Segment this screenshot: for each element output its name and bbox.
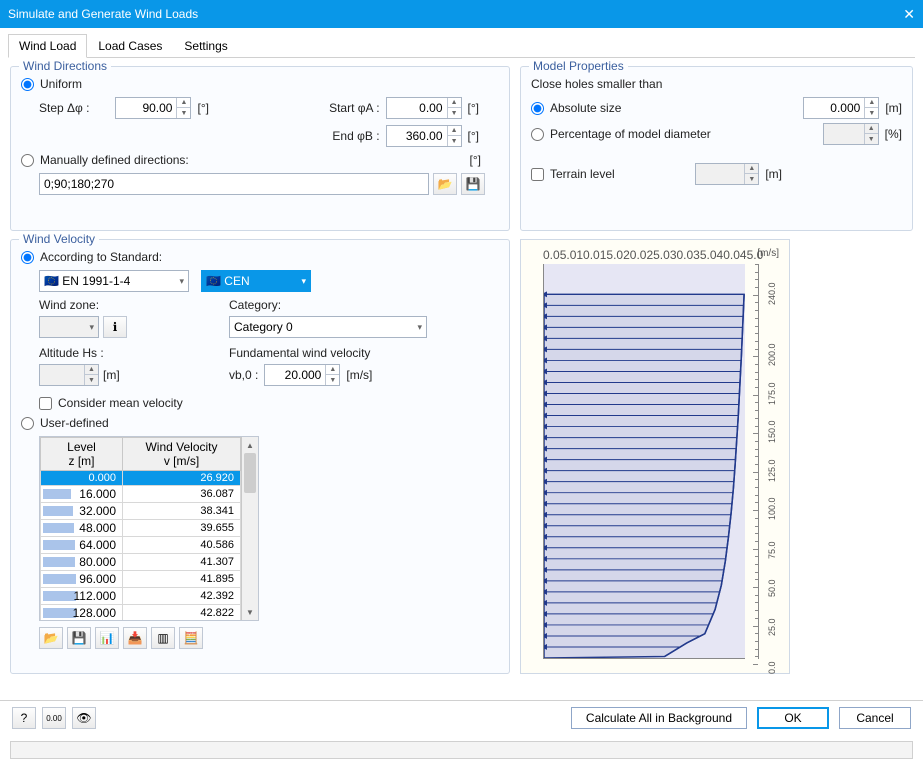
category-dropdown[interactable]: Category 0▾ [229, 316, 427, 338]
excel-icon[interactable]: 📊 [95, 627, 119, 649]
table-row[interactable]: 0.00026.920 [41, 471, 241, 486]
table-row[interactable]: 80.00041.307 [41, 554, 241, 571]
group-wind-directions: Wind Directions Uniform Step Δφ : ▲▼ [°]… [10, 66, 510, 231]
group-model-properties: Model Properties Close holes smaller tha… [520, 66, 913, 231]
end-input[interactable]: ▲▼ [386, 125, 462, 147]
radio-percentage[interactable] [531, 128, 544, 141]
wind-profile-chart: 0.05.010.015.020.025.030.035.040.045.0 [… [520, 239, 790, 674]
altitude-input: ▲▼ [39, 364, 99, 386]
status-bar [10, 741, 913, 759]
tab-load-cases[interactable]: Load Cases [87, 34, 173, 57]
wind-zone-label: Wind zone: [39, 298, 189, 312]
pct-input: ▲▼ [823, 123, 879, 145]
mean-velocity-label: Consider mean velocity [58, 396, 183, 410]
radio-standard[interactable] [21, 251, 34, 264]
window-title: Simulate and Generate Wind Loads [8, 7, 198, 21]
calculate-button[interactable]: Calculate All in Background [571, 707, 747, 729]
help-icon[interactable]: ? [12, 707, 36, 729]
vb0-input[interactable]: ▲▼ [264, 364, 340, 386]
open-icon[interactable]: 📂 [39, 627, 63, 649]
footer: ? 0.00 👁 Calculate All in Background OK … [0, 700, 923, 735]
start-input[interactable]: ▲▼ [386, 97, 462, 119]
save-table-icon[interactable]: 💾 [67, 627, 91, 649]
tabs: Wind Load Load Cases Settings [8, 34, 915, 58]
close-holes-label: Close holes smaller than [531, 77, 662, 91]
terrain-input: ▲▼ [695, 163, 759, 185]
info-icon[interactable]: ℹ [103, 316, 127, 338]
table-row[interactable]: 112.00042.392 [41, 588, 241, 605]
table-row[interactable]: 64.00040.586 [41, 537, 241, 554]
radio-manual[interactable] [21, 154, 34, 167]
vb0-label: vb,0 : [229, 368, 258, 382]
cancel-button[interactable]: Cancel [839, 707, 911, 729]
save-icon[interactable]: 💾 [461, 173, 485, 195]
ok-button[interactable]: OK [757, 707, 829, 729]
radio-uniform[interactable] [21, 78, 34, 91]
table-row[interactable]: 96.00041.895 [41, 571, 241, 588]
table-scrollbar[interactable]: ▲▼ [241, 437, 258, 620]
deg-unit: [°] [197, 101, 208, 115]
table-row[interactable]: 128.00042.822 [41, 605, 241, 622]
radio-absolute-size[interactable] [531, 102, 544, 115]
user-defined-label: User-defined [40, 416, 109, 430]
fund-vel-label: Fundamental wind velocity [229, 346, 372, 360]
terrain-checkbox[interactable] [531, 168, 544, 181]
group-title: Wind Directions [19, 59, 111, 73]
tab-settings[interactable]: Settings [173, 34, 238, 57]
title-bar: Simulate and Generate Wind Loads ✕ [0, 0, 923, 28]
standard-dropdown[interactable]: 🇪🇺 EN 1991-1-4▾ [39, 270, 189, 292]
manual-directions-input[interactable] [39, 173, 429, 195]
close-icon[interactable]: ✕ [903, 6, 915, 23]
table-row[interactable]: 16.00036.087 [41, 486, 241, 503]
wind-zone-dropdown: ▾ [39, 316, 99, 338]
end-label: End φB : [332, 129, 379, 143]
table-row[interactable]: 32.00038.341 [41, 503, 241, 520]
standard-label: According to Standard: [40, 250, 162, 264]
tab-wind-load[interactable]: Wind Load [8, 34, 87, 58]
altitude-label: Altitude Hs : [39, 346, 189, 360]
uniform-label: Uniform [40, 77, 82, 91]
calc-icon[interactable]: 🧮 [179, 627, 203, 649]
start-label: Start φA : [329, 101, 379, 115]
folder-icon[interactable]: 📂 [433, 173, 457, 195]
category-label: Category: [229, 298, 429, 312]
step-label: Step Δφ : [39, 101, 89, 115]
manual-label: Manually defined directions: [40, 153, 189, 167]
radio-user-defined[interactable] [21, 417, 34, 430]
columns-icon[interactable]: ▥ [151, 627, 175, 649]
abs-size-input[interactable]: ▲▼ [803, 97, 879, 119]
step-input[interactable]: ▲▼ [115, 97, 191, 119]
units-icon[interactable]: 0.00 [42, 707, 66, 729]
mean-velocity-checkbox[interactable] [39, 397, 52, 410]
region-dropdown[interactable]: 🇪🇺 CEN▾ [201, 270, 311, 292]
table-row[interactable]: 48.00039.655 [41, 520, 241, 537]
eye-icon[interactable]: 👁 [72, 707, 96, 729]
velocity-table[interactable]: Levelz [m] Wind Velocityv [m/s] 0.00026.… [39, 436, 259, 621]
group-wind-velocity: Wind Velocity According to Standard: 🇪🇺 … [10, 239, 510, 674]
import-icon[interactable]: 📥 [123, 627, 147, 649]
